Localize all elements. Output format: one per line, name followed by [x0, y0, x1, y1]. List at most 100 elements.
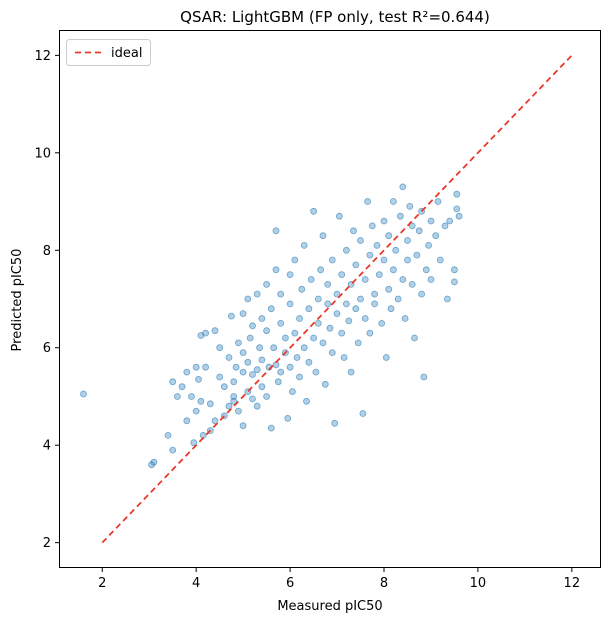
data-point-124	[366, 251, 374, 259]
data-point-14	[195, 375, 202, 383]
data-point-94	[319, 339, 327, 347]
plot-frame	[59, 30, 601, 568]
legend-label-ideal: ideal	[111, 46, 142, 61]
data-point-149	[408, 280, 416, 288]
data-point-76	[291, 329, 299, 337]
data-point-142	[396, 212, 404, 220]
chart-title: QSAR: LightGBM (FP only, test R²=0.644)	[180, 8, 490, 26]
data-point-3	[164, 431, 172, 439]
data-point-110	[342, 246, 350, 254]
data-point-164	[441, 222, 449, 230]
data-point-13	[192, 363, 200, 371]
data-point-102	[331, 419, 339, 427]
data-point-32	[230, 378, 238, 386]
data-point-81	[298, 285, 306, 293]
data-point-51	[256, 344, 264, 352]
data-point-33	[230, 393, 238, 400]
data-point-6	[173, 393, 181, 400]
data-point-96	[321, 380, 329, 388]
data-point-158	[425, 241, 433, 249]
data-point-91	[314, 295, 322, 303]
data-point-128	[371, 300, 379, 308]
data-point-103	[333, 310, 341, 318]
data-point-95	[319, 232, 327, 240]
y-tick-label: 6	[43, 341, 51, 356]
data-point-98	[324, 280, 332, 288]
data-point-2	[150, 458, 158, 466]
data-point-147	[404, 256, 411, 264]
data-point-0	[80, 390, 87, 398]
x-axis-label: Measured pIC50	[277, 599, 382, 614]
data-point-100	[328, 256, 336, 264]
data-point-169	[455, 212, 463, 220]
data-point-122	[361, 276, 369, 283]
data-point-165	[443, 295, 451, 303]
data-point-47	[249, 322, 256, 330]
data-point-38	[239, 422, 247, 430]
data-point-143	[399, 276, 407, 283]
data-point-7	[178, 383, 186, 391]
data-point-133	[380, 217, 388, 225]
data-point-126	[368, 222, 376, 230]
data-point-163	[436, 256, 444, 264]
data-point-55	[263, 393, 271, 400]
data-point-85	[305, 305, 313, 313]
data-point-140	[392, 246, 400, 254]
data-point-105	[335, 212, 343, 220]
data-point-115	[352, 305, 360, 313]
data-point-121	[361, 315, 369, 322]
data-point-137	[387, 305, 395, 313]
data-point-88	[310, 334, 318, 342]
data-point-161	[432, 232, 440, 240]
data-point-146	[404, 237, 411, 244]
data-point-148	[406, 202, 414, 210]
data-point-131	[378, 319, 386, 327]
data-point-45	[249, 395, 256, 403]
data-point-66	[277, 319, 285, 327]
data-point-111	[345, 317, 353, 325]
data-point-39	[239, 349, 247, 357]
data-point-9	[183, 417, 191, 425]
data-point-125	[366, 329, 374, 337]
data-point-135	[385, 285, 393, 293]
data-point-83	[300, 241, 308, 249]
x-tick-label: 4	[192, 576, 200, 591]
data-point-139	[389, 198, 397, 205]
data-point-40	[239, 310, 247, 318]
data-point-106	[338, 329, 346, 337]
data-point-171	[450, 278, 458, 286]
x-tick-label: 10	[470, 576, 487, 591]
data-point-29	[225, 354, 233, 361]
data-point-117	[354, 339, 362, 347]
y-tick-label: 10	[34, 146, 51, 161]
legend: ideal	[66, 39, 151, 66]
data-point-68	[277, 290, 285, 298]
data-point-31	[230, 397, 238, 405]
data-point-141	[394, 295, 402, 303]
data-point-27	[220, 383, 228, 391]
data-point-145	[401, 315, 409, 322]
data-point-150	[408, 222, 416, 230]
data-point-54	[258, 383, 266, 391]
data-point-23	[211, 327, 219, 335]
data-point-12	[192, 407, 200, 415]
data-point-59	[267, 424, 275, 432]
data-point-153	[415, 227, 423, 235]
data-point-10	[188, 393, 195, 400]
data-point-11	[190, 439, 198, 447]
data-point-49	[253, 402, 261, 410]
data-point-108	[340, 354, 348, 361]
data-point-132	[380, 256, 388, 264]
data-point-4	[169, 446, 177, 454]
y-tick-label: 4	[43, 439, 51, 454]
data-point-119	[357, 237, 364, 244]
data-point-113	[347, 368, 355, 376]
data-point-37	[239, 368, 247, 376]
data-point-109	[342, 300, 350, 308]
data-point-79	[296, 315, 303, 322]
data-point-46	[249, 371, 256, 378]
data-point-70	[281, 334, 289, 342]
data-point-104	[333, 290, 341, 298]
y-tick-label: 12	[34, 49, 51, 64]
data-point-123	[364, 198, 372, 205]
